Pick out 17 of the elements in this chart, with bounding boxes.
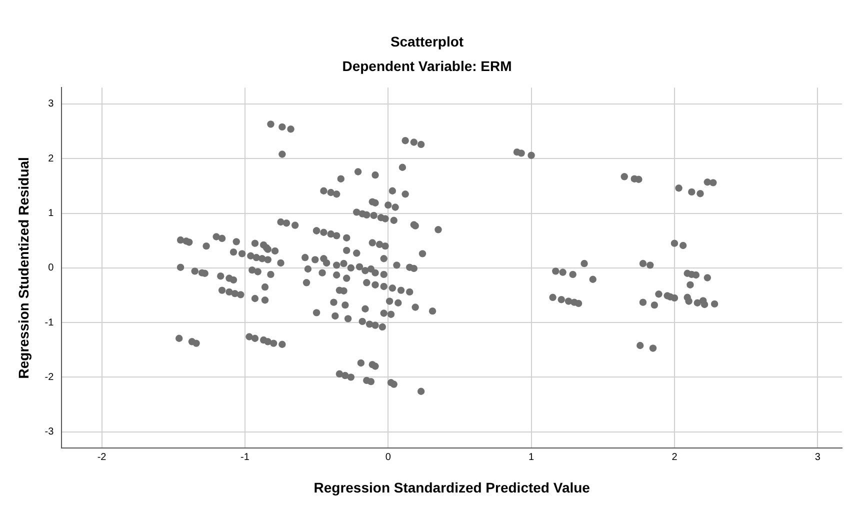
y-tick-label: 1 (48, 208, 54, 220)
x-tick-label: 1 (528, 452, 535, 463)
x-tick-label: 3 (814, 452, 821, 463)
y-tick-label: 3 (48, 98, 54, 110)
x-axis-title: Regression Standardized Predicted Value (314, 479, 590, 496)
y-axis-title: Regression Studentized Residual (15, 157, 32, 379)
chart-title: Scatterplot (390, 33, 464, 50)
y-tick-label: -2 (44, 372, 54, 383)
chart-subtitle: Dependent Variable: ERM (342, 58, 512, 74)
y-tick-label: -3 (44, 426, 54, 438)
y-tick-label: 0 (48, 262, 54, 274)
x-tick-label: -1 (240, 452, 250, 463)
x-tick-label: 0 (385, 452, 392, 463)
x-tick-label: -2 (97, 452, 107, 463)
y-tick-label: -1 (44, 317, 54, 328)
x-tick-label: 2 (672, 452, 678, 463)
y-tick-label: 2 (48, 153, 54, 164)
